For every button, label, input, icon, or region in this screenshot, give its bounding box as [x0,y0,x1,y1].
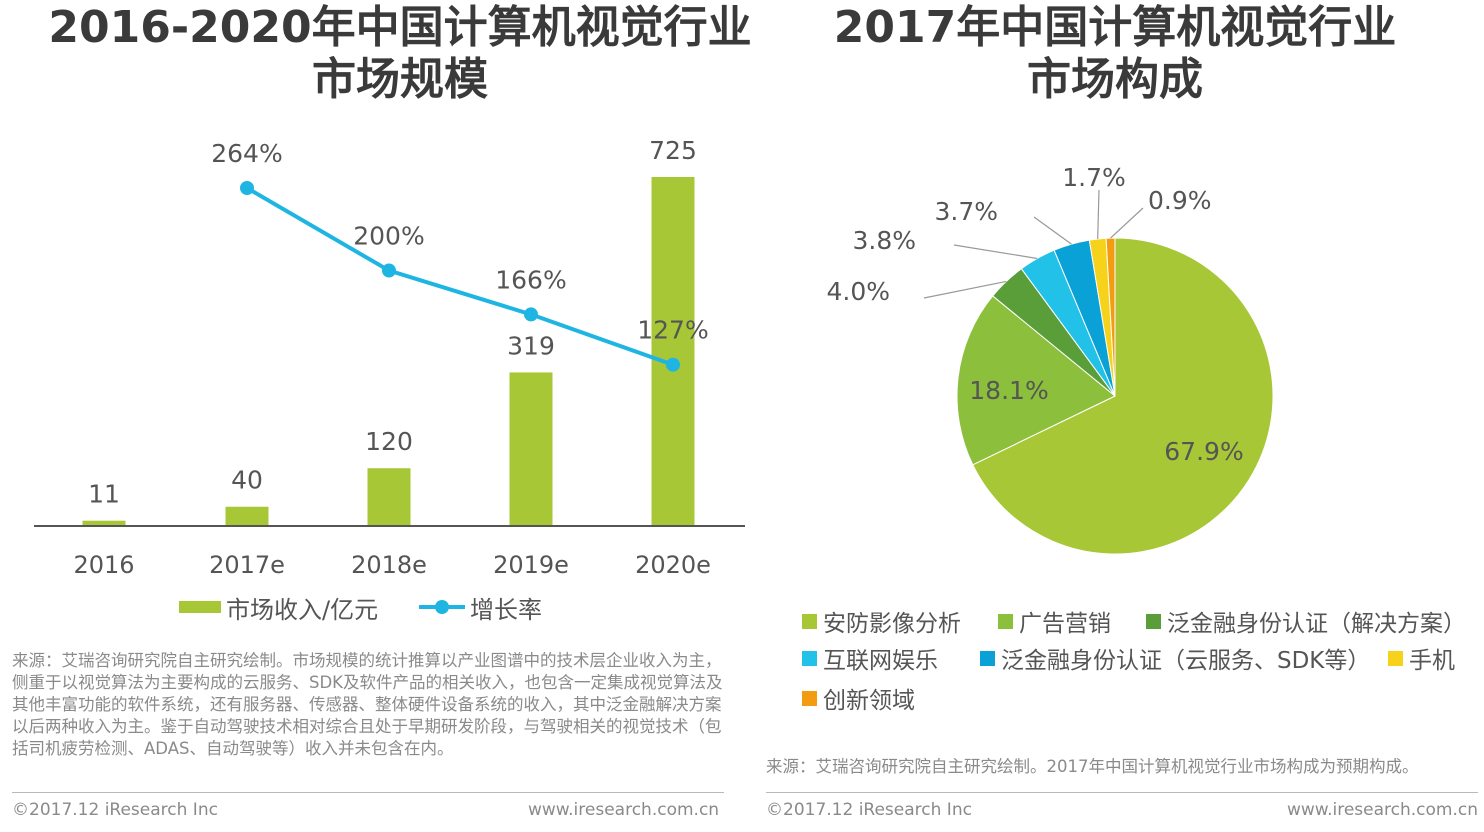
pie-leader-line-6 [1110,207,1144,239]
legend-swatch-5 [1388,651,1403,666]
legend-line-label: 增长率 [470,596,542,624]
growth-point-2018e [382,263,396,278]
market-composition-chart: 67.9% 18.1% 4.0% 3.8% 3.7% 1.7% 0.9% 安防影像分析 广告营销… [802,163,1466,714]
growth-label-2020e: 127% [637,316,708,345]
pie-leader-line-4 [1033,216,1072,245]
pie-leader-line-5 [1097,189,1100,239]
legend-swatch-6 [802,691,817,706]
pie-label-1: 18.1% [969,376,1048,405]
bar-value-label-2018e: 120 [365,427,413,456]
legend-swatch-0 [802,614,817,629]
growth-point-2017e [240,181,254,195]
legend-label-1: 广告营销 [1019,611,1111,637]
bar-2020e [651,177,695,526]
legend-swatch-1 [998,614,1013,629]
left-title-line1: 2016-2020年中国计算机视觉行业 [48,2,752,53]
right-title-line2: 市场构成 [1027,54,1203,105]
left-chart-title: 2016-2020年中国计算机视觉行业 市场规模 [30,2,770,106]
x-tick-label-2020e: 2020e [635,551,711,579]
bar-2019e [509,372,553,526]
bar-2017e [225,506,269,526]
left-source-note: 来源：艾瑞咨询研究院自主研究绘制。市场规模的统计推算以产业图谱中的技术层企业收入… [12,651,723,758]
legend-swatch-3 [802,651,817,666]
left-copyright: ©2017.12 iResearch Inc [12,800,218,820]
bar-2016 [82,520,126,526]
legend-label-6: 创新领域 [823,688,915,714]
growth-label-2017e: 264% [211,139,282,168]
x-tick-label-2019e: 2019e [493,551,569,579]
left-footer-divider [12,792,724,793]
right-chart-title: 2017年中国计算机视觉行业 市场构成 [760,2,1470,106]
bar-2018e [367,468,411,526]
pie-leader-line-3 [953,244,1038,260]
legend-swatch-2 [1146,614,1161,629]
legend-bar-swatch [179,601,221,613]
right-website-url: www.iresearch.com.cn [1286,800,1478,820]
legend-label-2: 泛金融身份认证（解决方案） [1167,611,1466,637]
left-title-line2: 市场规模 [312,54,488,105]
legend-label-0: 安防影像分析 [823,611,961,637]
pie-label-0: 67.9% [1164,437,1243,466]
growth-label-2019e: 166% [495,265,566,294]
bar-value-label-2017e: 40 [231,466,263,495]
x-tick-label-2016: 2016 [73,551,134,579]
legend-label-3: 互联网娱乐 [823,648,938,674]
pie-label-2: 4.0% [826,277,890,306]
growth-point-2019e [524,307,538,322]
bar-value-label-2020e: 725 [649,136,697,165]
bar-value-label-2016: 11 [88,480,120,509]
pie-label-6: 0.9% [1148,186,1212,215]
market-size-chart: 11 40 120 319 725 2016 2017e 2018e 2019e 2020e 264… [34,136,745,624]
x-tick-label-2017e: 2017e [209,551,285,579]
pie-slice-0 [972,237,1274,555]
pie-label-5: 1.7% [1062,163,1126,192]
pie-leader-line-2 [923,280,1007,299]
legend-bar-label: 市场收入/亿元 [226,596,378,624]
legend-line-marker [435,600,449,614]
legend-label-5: 手机 [1409,648,1455,674]
bar-value-label-2019e: 319 [507,331,555,360]
right-source-note: 来源：艾瑞咨询研究院自主研究绘制。2017年中国计算机视觉行业市场构成为预期构成… [766,757,1419,776]
left-website-url: www.iresearch.com.cn [528,800,720,820]
growth-rate-line [245,186,674,367]
right-title-line1: 2017年中国计算机视觉行业 [833,2,1397,53]
growth-point-2020e [666,357,680,372]
pie-label-4: 3.7% [934,197,998,226]
x-tick-label-2018e: 2018e [351,551,427,579]
legend-swatch-4 [980,651,995,666]
pie-slice-1 [956,295,1116,466]
right-copyright: ©2017.12 iResearch Inc [766,800,972,820]
legend-label-4: 泛金融身份认证（云服务、SDK等） [1001,648,1370,674]
right-footer-divider [766,792,1478,793]
pie-label-3: 3.8% [852,226,916,255]
growth-label-2018e: 200% [353,222,424,251]
